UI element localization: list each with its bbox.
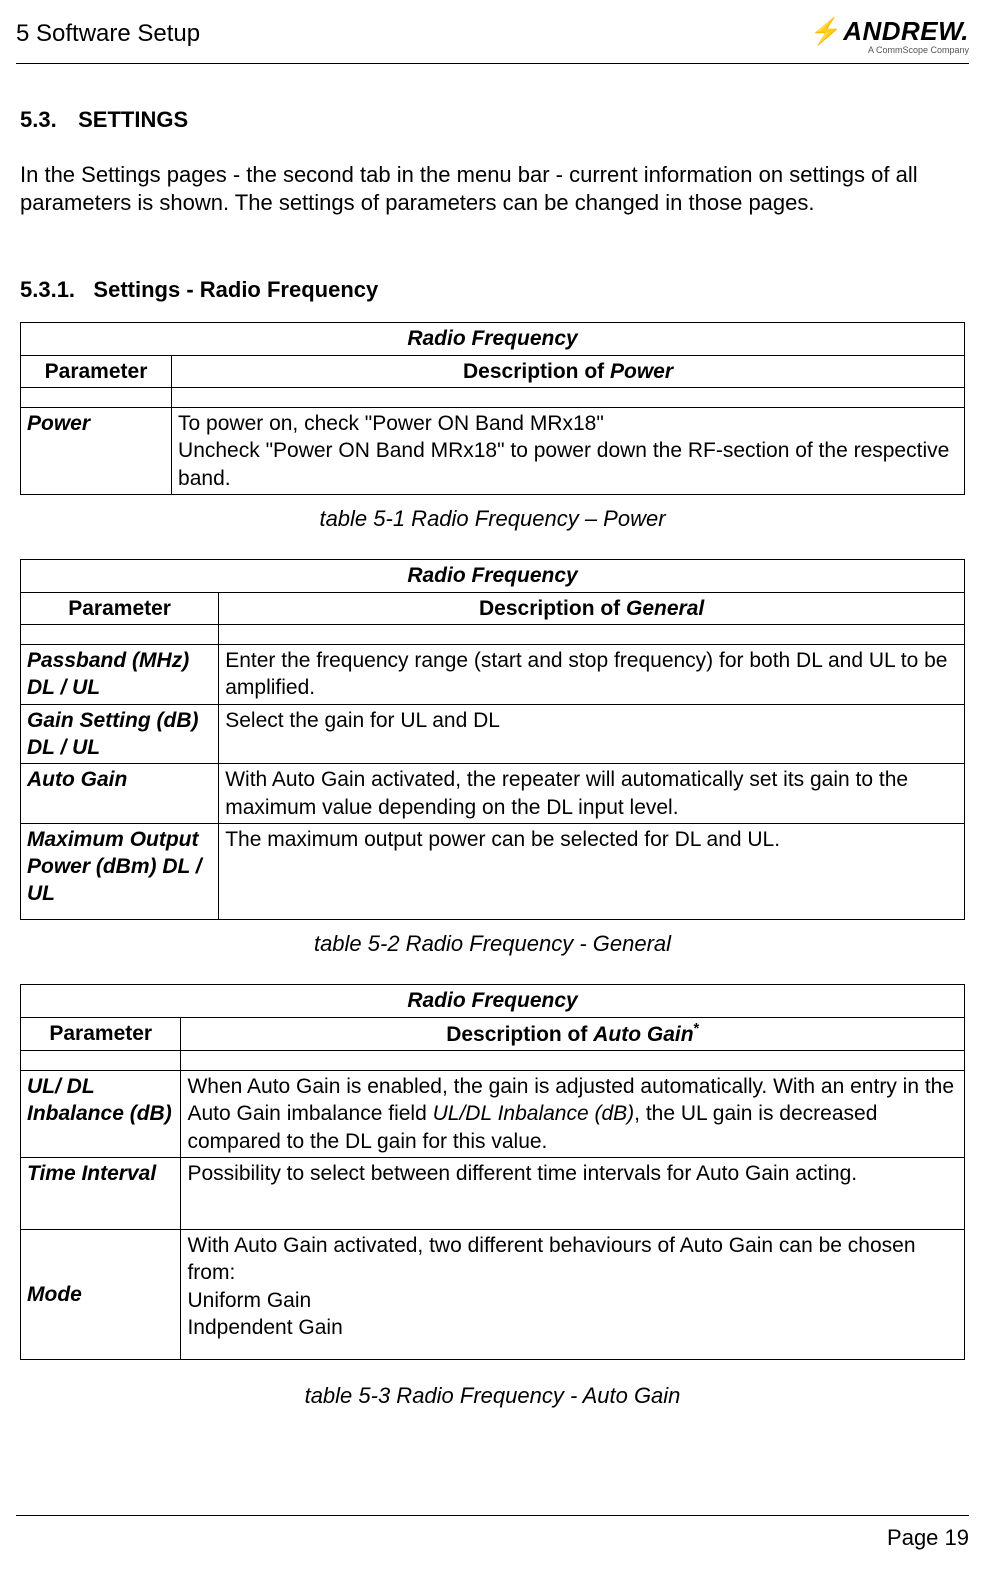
section-number: 5.3. xyxy=(20,106,72,135)
col-header-description: Description of General xyxy=(219,592,965,624)
page-number: Page 19 xyxy=(16,1524,969,1553)
param-cell: Mode xyxy=(21,1229,181,1359)
table-row: Radio Frequency xyxy=(21,323,965,355)
table-row: Time Interval Possibility to select betw… xyxy=(21,1157,965,1229)
table-group-title: Radio Frequency xyxy=(21,560,965,592)
desc-cell: With Auto Gain activated, two different … xyxy=(181,1229,965,1359)
desc-cell: The maximum output power can be selected… xyxy=(219,823,965,919)
table-caption: table 5-1 Radio Frequency – Power xyxy=(20,505,965,534)
table-row: Auto Gain With Auto Gain activated, the … xyxy=(21,764,965,824)
header-rule xyxy=(16,63,969,64)
param-cell: Maximum Output Power (dBm) DL / UL xyxy=(21,823,219,919)
table-caption: table 5-3 Radio Frequency - Auto Gain xyxy=(20,1382,965,1411)
table-row: Gain Setting (dB) DL / UL Select the gai… xyxy=(21,704,965,764)
param-cell: UL/ DL Inbalance (dB) xyxy=(21,1071,181,1158)
table-row xyxy=(21,1051,965,1071)
param-cell: Power xyxy=(21,407,172,494)
col-header-description: Description of Power xyxy=(172,355,965,387)
table-row: Parameter Description of General xyxy=(21,592,965,624)
table-row: Power To power on, check "Power ON Band … xyxy=(21,407,965,494)
brand-logo: ⚡ANDREW. A CommScope Company xyxy=(810,18,969,55)
param-cell: Auto Gain xyxy=(21,764,219,824)
table-power: Radio Frequency Parameter Description of… xyxy=(20,322,965,494)
table-row: Radio Frequency xyxy=(21,560,965,592)
section-title: SETTINGS xyxy=(78,107,188,132)
table-auto-gain: Radio Frequency Parameter Description of… xyxy=(20,984,965,1359)
param-cell: Gain Setting (dB) DL / UL xyxy=(21,704,219,764)
chapter-title: 5 Software Setup xyxy=(16,18,200,49)
desc-cell: Select the gain for UL and DL xyxy=(219,704,965,764)
subsection-heading: 5.3.1. Settings - Radio Frequency xyxy=(20,276,965,305)
table-row: UL/ DL Inbalance (dB) When Auto Gain is … xyxy=(21,1071,965,1158)
table-row: Passband (MHz) DL / UL Enter the frequen… xyxy=(21,645,965,705)
param-cell: Time Interval xyxy=(21,1157,181,1229)
table-row: Radio Frequency xyxy=(21,985,965,1017)
desc-cell: When Auto Gain is enabled, the gain is a… xyxy=(181,1071,965,1158)
subsection-number: 5.3.1. xyxy=(20,277,75,302)
param-cell: Passband (MHz) DL / UL xyxy=(21,645,219,705)
desc-cell: Enter the frequency range (start and sto… xyxy=(219,645,965,705)
table-general: Radio Frequency Parameter Description of… xyxy=(20,559,965,919)
desc-cell: Possibility to select between different … xyxy=(181,1157,965,1229)
desc-cell: To power on, check "Power ON Band MRx18"… xyxy=(172,407,965,494)
table-row xyxy=(21,387,965,407)
col-header-parameter: Parameter xyxy=(21,592,219,624)
page-footer: Page 19 xyxy=(16,1515,969,1553)
table-row: Maximum Output Power (dBm) DL / UL The m… xyxy=(21,823,965,919)
table-row xyxy=(21,625,965,645)
section-intro: In the Settings pages - the second tab i… xyxy=(20,161,965,218)
footer-rule xyxy=(16,1515,969,1516)
table-row: Mode With Auto Gain activated, two diffe… xyxy=(21,1229,965,1359)
desc-cell: With Auto Gain activated, the repeater w… xyxy=(219,764,965,824)
col-header-description: Description of Auto Gain* xyxy=(181,1017,965,1050)
logo-subtitle: A CommScope Company xyxy=(810,46,969,55)
table-caption: table 5-2 Radio Frequency - General xyxy=(20,930,965,959)
subsection-title: Settings - Radio Frequency xyxy=(93,277,378,302)
logo-text: ⚡ANDREW. xyxy=(810,16,969,46)
lightning-icon: ⚡ xyxy=(810,16,843,46)
col-header-parameter: Parameter xyxy=(21,355,172,387)
table-group-title: Radio Frequency xyxy=(21,985,965,1017)
table-group-title: Radio Frequency xyxy=(21,323,965,355)
section-heading: 5.3. SETTINGS xyxy=(20,106,965,135)
table-row: Parameter Description of Auto Gain* xyxy=(21,1017,965,1050)
table-row: Parameter Description of Power xyxy=(21,355,965,387)
page-header: 5 Software Setup ⚡ANDREW. A CommScope Co… xyxy=(16,18,969,63)
col-header-parameter: Parameter xyxy=(21,1017,181,1050)
